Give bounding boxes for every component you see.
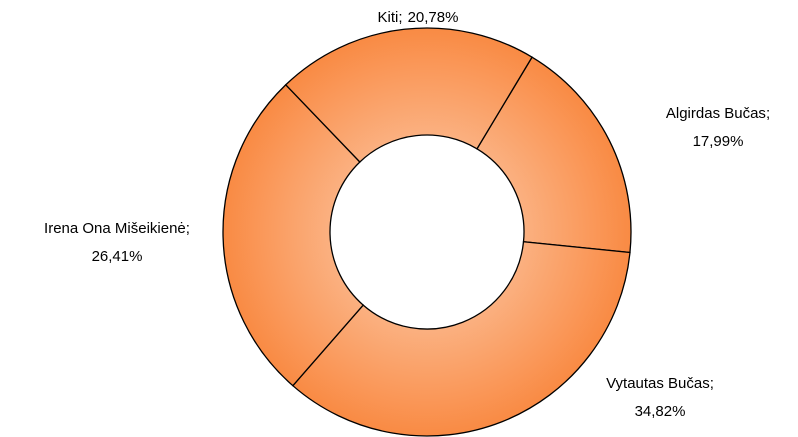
donut-slice <box>291 241 631 437</box>
data-label: Kiti; 20,78% <box>378 9 459 26</box>
category-name: Kiti <box>378 9 399 26</box>
category-name: Irena Ona Mišeikienė <box>44 220 186 237</box>
donut-slice <box>284 27 533 163</box>
value-label: 17,99% <box>693 133 744 150</box>
data-label: Algirdas Bučas; 17,99% <box>666 105 770 150</box>
value-label: 26,41% <box>92 248 143 265</box>
donut-slice <box>476 56 632 254</box>
data-label: Irena Ona Mišeikienė; 26,41% <box>44 220 190 265</box>
separator: ; <box>186 220 190 237</box>
separator: ; <box>710 375 714 392</box>
value-label: 20,78% <box>408 9 459 26</box>
donut-slice <box>222 83 365 387</box>
data-label: Vytautas Bučas; 34,82% <box>606 375 714 420</box>
separator: ; <box>398 9 402 26</box>
category-name: Algirdas Bučas <box>666 105 766 122</box>
value-label: 34,82% <box>635 403 686 420</box>
separator: ; <box>766 105 770 122</box>
category-name: Vytautas Bučas <box>606 375 710 392</box>
